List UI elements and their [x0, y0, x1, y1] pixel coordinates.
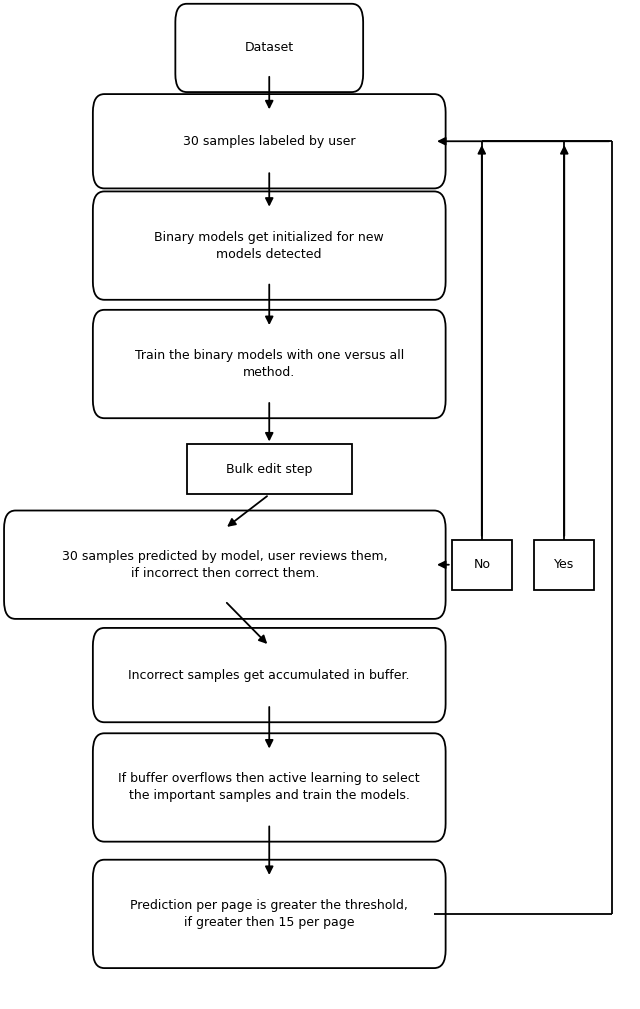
FancyBboxPatch shape: [93, 860, 445, 968]
FancyBboxPatch shape: [4, 511, 445, 619]
Text: Dataset: Dataset: [244, 41, 294, 54]
Text: 30 samples labeled by user: 30 samples labeled by user: [183, 135, 355, 147]
FancyBboxPatch shape: [93, 192, 445, 300]
Text: Incorrect samples get accumulated in buffer.: Incorrect samples get accumulated in buf…: [129, 669, 410, 682]
FancyBboxPatch shape: [175, 4, 363, 92]
Text: Prediction per page is greater the threshold,
if greater then 15 per page: Prediction per page is greater the thres…: [131, 899, 408, 929]
Text: Bulk edit step: Bulk edit step: [226, 463, 312, 476]
Text: No: No: [474, 558, 490, 571]
FancyBboxPatch shape: [534, 540, 595, 590]
FancyBboxPatch shape: [187, 444, 352, 494]
FancyBboxPatch shape: [452, 540, 512, 590]
FancyBboxPatch shape: [93, 94, 445, 189]
FancyBboxPatch shape: [93, 734, 445, 842]
FancyBboxPatch shape: [93, 628, 445, 722]
Text: Yes: Yes: [554, 558, 574, 571]
Text: Binary models get initialized for new
models detected: Binary models get initialized for new mo…: [154, 231, 384, 260]
Text: Train the binary models with one versus all
method.: Train the binary models with one versus …: [134, 349, 404, 379]
Text: 30 samples predicted by model, user reviews them,
if incorrect then correct them: 30 samples predicted by model, user revi…: [62, 550, 388, 580]
Text: If buffer overflows then active learning to select
the important samples and tra: If buffer overflows then active learning…: [118, 773, 420, 802]
FancyBboxPatch shape: [93, 310, 445, 418]
